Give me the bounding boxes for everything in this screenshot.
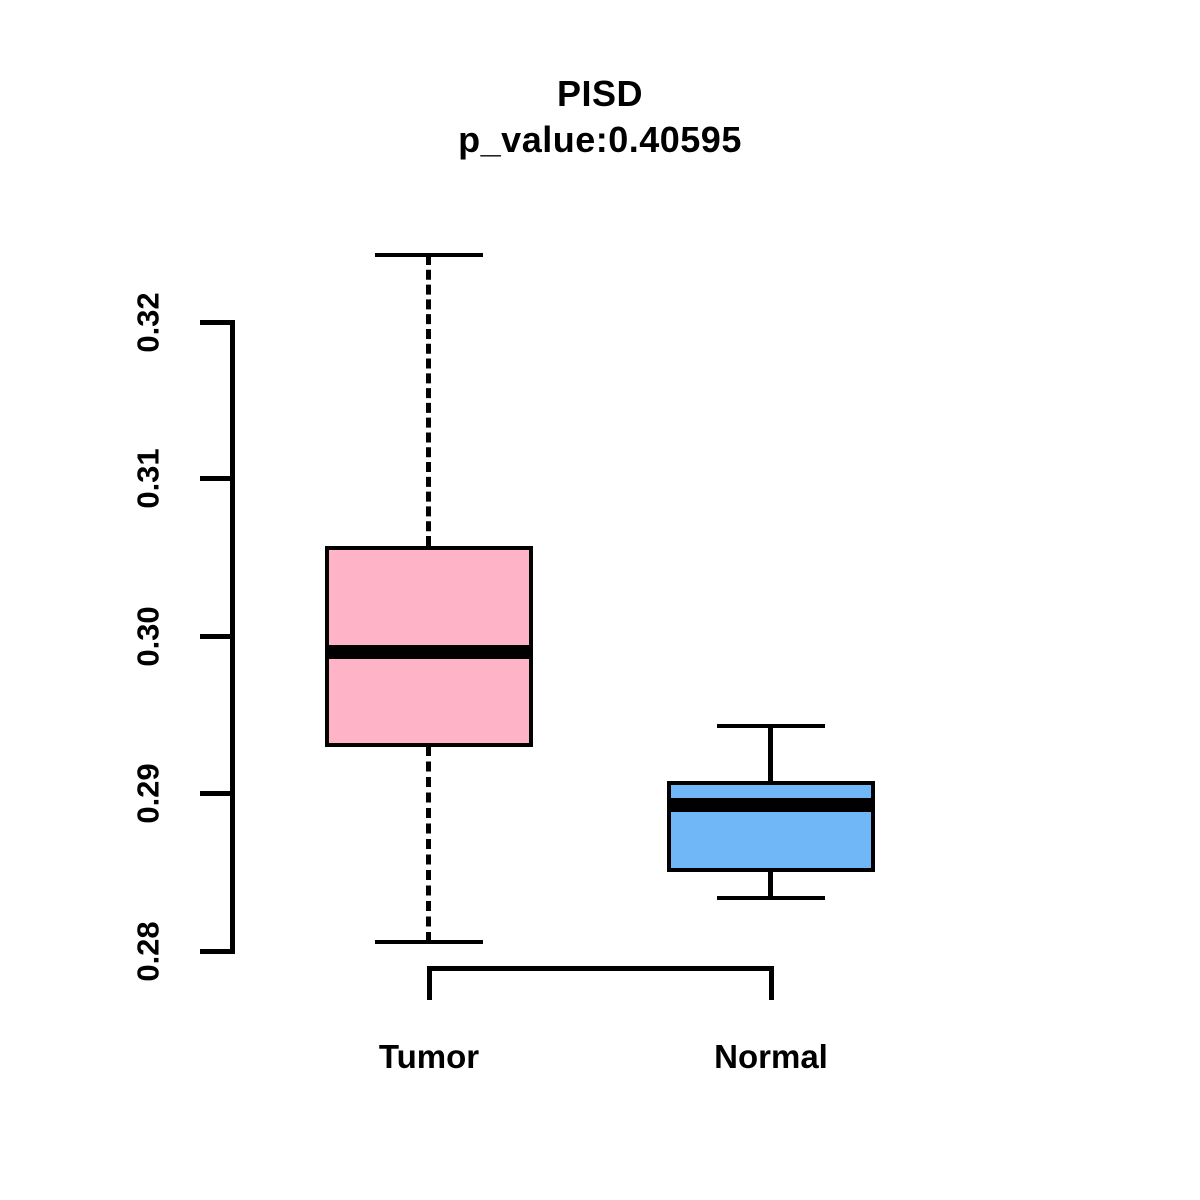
normal-upper-whisker-cap xyxy=(717,724,825,728)
y-tick-label-0.30: 0.30 xyxy=(130,606,166,667)
normal-box xyxy=(667,781,875,872)
x-axis-line xyxy=(427,966,774,971)
y-tick-0.28 xyxy=(200,949,234,954)
y-tick-label-0.29: 0.29 xyxy=(130,763,166,824)
y-tick-0.31 xyxy=(200,476,234,481)
chart-title-pvalue: p_value:0.40595 xyxy=(458,119,742,160)
y-tick-label-0.31: 0.31 xyxy=(130,448,166,509)
chart-title-gene: PISD xyxy=(556,73,644,114)
normal-lower-whisker xyxy=(768,870,773,898)
tumor-median-line xyxy=(325,645,533,659)
normal-upper-whisker xyxy=(768,726,773,782)
tumor-lower-whisker-cap xyxy=(375,940,483,944)
y-tick-label-0.32: 0.32 xyxy=(130,292,166,353)
tumor-lower-whisker xyxy=(426,746,431,942)
x-tick-normal xyxy=(769,966,774,1000)
x-tick-label-normal: Normal xyxy=(714,1038,828,1075)
y-tick-0.30 xyxy=(200,634,234,639)
tumor-upper-whisker-cap xyxy=(375,253,483,257)
y-tick-0.29 xyxy=(200,791,234,796)
tumor-upper-whisker xyxy=(426,255,431,546)
x-tick-label-tumor: Tumor xyxy=(378,1038,480,1075)
y-tick-0.32 xyxy=(200,320,234,325)
x-tick-tumor xyxy=(427,966,432,1000)
y-tick-label-0.28: 0.28 xyxy=(130,921,166,982)
normal-lower-whisker-cap xyxy=(717,896,825,900)
normal-median-line xyxy=(667,798,875,812)
